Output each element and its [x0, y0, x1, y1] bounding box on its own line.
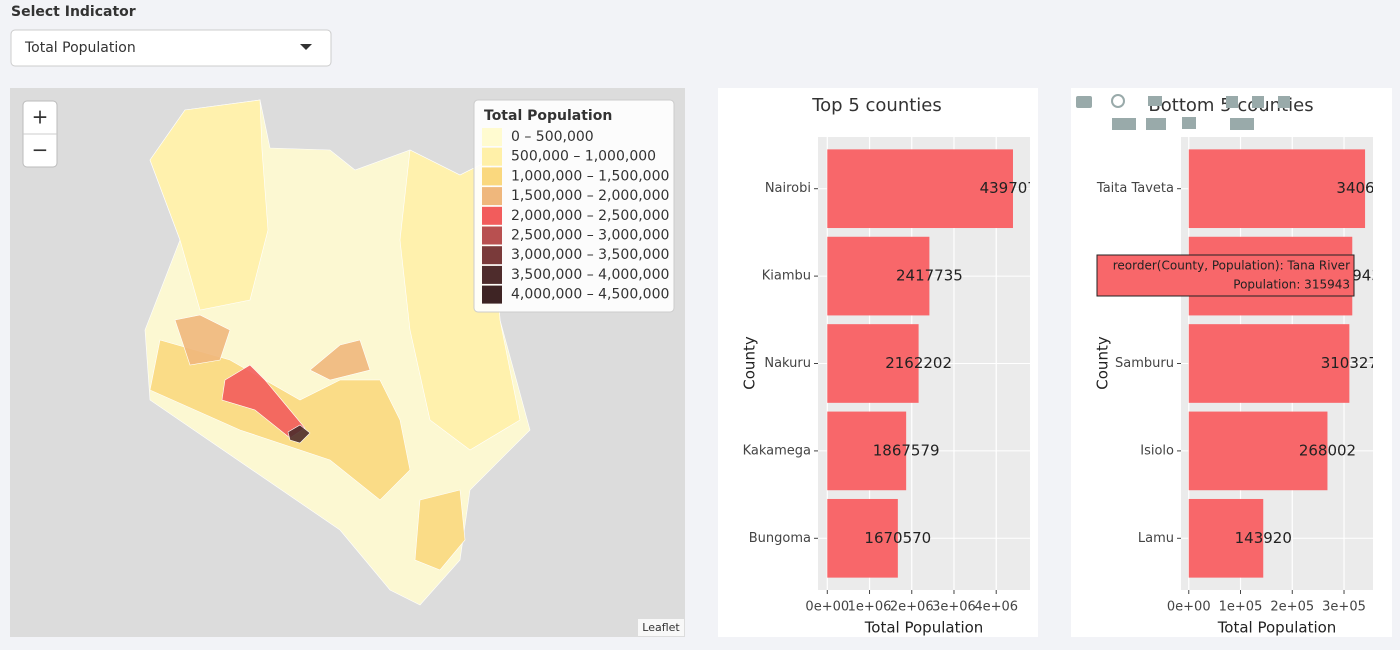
y-axis-title: County [741, 336, 759, 390]
bar[interactable] [827, 411, 907, 491]
x-tick-label: 0e+00 [805, 600, 849, 615]
plot-clip: 340671315943310327268002143920 [1188, 149, 1393, 578]
legend-swatch [482, 285, 502, 304]
region[interactable] [414, 489, 466, 571]
modebar-icon[interactable] [1230, 118, 1254, 130]
legend-title: Total Population [484, 108, 612, 124]
bar-label: 143920 [1235, 529, 1292, 547]
bar[interactable] [1188, 324, 1350, 403]
x-tick-label: 3e+06 [932, 600, 976, 615]
legend-swatch [482, 187, 502, 206]
tooltip-box [1096, 254, 1355, 297]
x-tick-label: 1e+05 [1219, 600, 1263, 615]
bar[interactable] [1188, 498, 1264, 578]
modebar-icon[interactable] [1148, 96, 1162, 106]
y-tick-label: Samburu [1115, 356, 1174, 371]
attribution[interactable]: Leaflet [642, 621, 680, 634]
y-tick-label: Kakamega [743, 443, 811, 458]
region[interactable] [309, 339, 371, 381]
tooltip-line: reorder(County, Population): Tana River [1113, 259, 1350, 273]
x-tick-label: 1e+06 [848, 600, 892, 615]
chart-title: Top 5 counties [811, 95, 942, 116]
select-box[interactable] [10, 29, 332, 67]
legend-label: 3,500,000 – 4,000,000 [511, 267, 669, 283]
y-axis-title: County [1094, 336, 1112, 390]
y-tick-label: Bungoma [749, 531, 811, 546]
legend-label: 1,000,000 – 1,500,000 [511, 168, 669, 184]
modebar-icon[interactable] [1111, 94, 1125, 108]
y-tick-label: Isiolo [1140, 443, 1174, 458]
modebar [1076, 94, 1290, 130]
bar[interactable] [827, 324, 919, 403]
bar-label: 1867579 [873, 441, 940, 459]
legend-label: 1,500,000 – 2,000,000 [511, 188, 669, 204]
legend-swatch [482, 128, 502, 146]
chart: Top 5 counties Total Population County 0e+0… [741, 95, 1047, 637]
legend-label: 2,000,000 – 2,500,000 [511, 208, 669, 224]
tooltip: reorder(County, Population): Tana River P… [1096, 254, 1355, 297]
bar[interactable] [827, 236, 930, 316]
legend-label: 4,000,000 – 4,500,000 [511, 287, 669, 303]
zoom-out[interactable]: − [32, 138, 49, 162]
plot-clip: 4397073 2417735 2162202 1867579 1670570 [827, 149, 1047, 578]
legend-label: 3,000,000 – 3,500,000 [511, 247, 669, 263]
x-tick-label: 4e+06 [974, 600, 1018, 615]
modebar-icon[interactable] [1182, 117, 1196, 129]
region[interactable] [149, 99, 269, 311]
x-tick-label: 3e+05 [1322, 600, 1366, 615]
x-tick-label: 2e+05 [1270, 600, 1314, 615]
map-legend [473, 99, 675, 313]
bar-label: 2162202 [885, 354, 952, 372]
x-axis-title: Total Population [1217, 619, 1337, 637]
legend-swatch [482, 206, 502, 225]
legend-swatch [482, 147, 502, 166]
legend-swatch [482, 167, 502, 186]
region[interactable] [221, 364, 306, 439]
bar-label: 310327 [1321, 354, 1378, 372]
bar-label: 2417735 [896, 267, 963, 285]
legend-label: 2,500,000 – 3,000,000 [511, 228, 669, 244]
modebar-icon[interactable] [1226, 96, 1238, 108]
bar-label: 268002 [1299, 441, 1356, 459]
y-tick-label: Lamu [1138, 531, 1174, 546]
y-tick-label: Nakuru [764, 356, 811, 371]
tooltip-line: Population: 315943 [1233, 278, 1350, 292]
x-tick-label: 0e+00 [1167, 600, 1211, 615]
bar-label: 1670570 [864, 529, 931, 547]
region[interactable] [287, 424, 311, 444]
x-axis-title: Total Population [864, 619, 984, 637]
select-value[interactable]: Total Population [24, 40, 136, 56]
legend-label: 500,000 – 1,000,000 [511, 149, 656, 165]
select-label: Select Indicator [11, 4, 136, 20]
attribution-box [638, 619, 684, 636]
y-tick-label: Kiambu [762, 269, 811, 284]
bar[interactable] [827, 149, 1013, 229]
legend-swatch [482, 226, 502, 245]
select-caret[interactable] [300, 44, 312, 50]
bar-label: 4397073 [980, 179, 1047, 197]
legend-items: 0 – 500,000 500,000 – 1,000,000 1,000,000 … [482, 128, 669, 304]
y-tick-label: Taita Taveta [1096, 181, 1174, 196]
region[interactable] [174, 314, 231, 366]
bar-label: 340671 [1336, 179, 1393, 197]
legend-label: 0 – 500,000 [511, 129, 594, 145]
bar[interactable] [1188, 411, 1328, 491]
legend-swatch [482, 246, 502, 265]
modebar-icon[interactable] [1146, 118, 1166, 130]
modebar-icon[interactable] [1076, 96, 1092, 108]
bar[interactable] [1188, 149, 1366, 229]
modebar-icon[interactable] [1278, 96, 1290, 108]
y-tick-label: Nairobi [765, 181, 811, 196]
legend-swatch [482, 265, 502, 284]
modebar-icon[interactable] [1252, 96, 1264, 108]
modebar-icon[interactable] [1112, 118, 1136, 130]
x-tick-label: 2e+06 [890, 600, 934, 615]
bar[interactable] [827, 498, 898, 578]
zoom-in[interactable]: + [32, 105, 49, 129]
